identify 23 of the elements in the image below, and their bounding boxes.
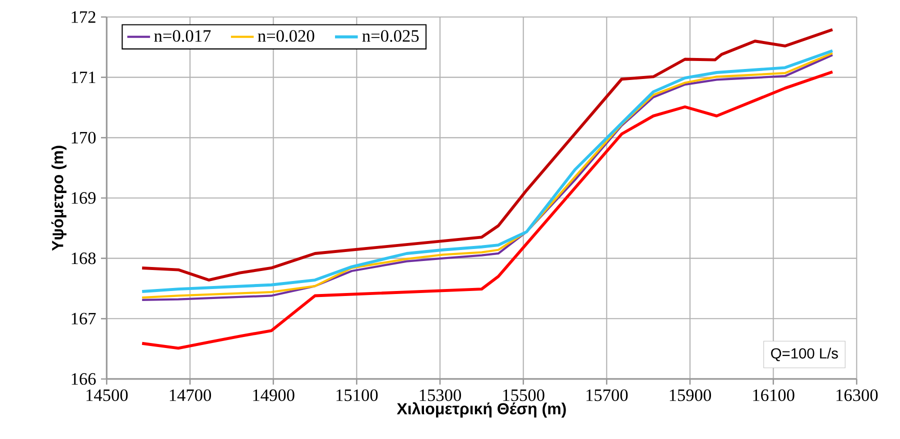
y-tick-label: 167: [72, 312, 96, 324]
x-tick-label: 15100: [336, 389, 378, 402]
x-tick-label: 15700: [586, 389, 628, 402]
x-tick-label: 15300: [420, 389, 462, 402]
x-tick-label: 16300: [836, 389, 878, 402]
y-tick-label: 172: [72, 11, 96, 23]
x-tick-label: 15500: [503, 389, 544, 402]
y-tick-label: 170: [72, 132, 96, 144]
y-tick-label: 166: [72, 373, 96, 385]
y-axis-title: Υψόμετρο (m): [51, 146, 66, 251]
x-tick-label: 15900: [670, 389, 712, 402]
legend-label: n=0.020: [258, 30, 314, 42]
y-tick-label: 168: [72, 252, 96, 264]
legend-label: n=0.025: [362, 30, 419, 42]
y-tick-label: 171: [72, 72, 96, 84]
annotation: Q=100 L/s: [771, 348, 838, 362]
x-axis-title: Χιλιομετρική Θέση (m): [396, 402, 566, 418]
legend-label: n=0.017: [154, 30, 211, 42]
x-tick-label: 14700: [170, 389, 212, 402]
x-tick-label: 14900: [253, 389, 294, 402]
y-tick-label: 169: [72, 192, 96, 204]
x-tick-label: 16100: [753, 389, 794, 402]
x-tick-label: 14500: [86, 389, 128, 402]
